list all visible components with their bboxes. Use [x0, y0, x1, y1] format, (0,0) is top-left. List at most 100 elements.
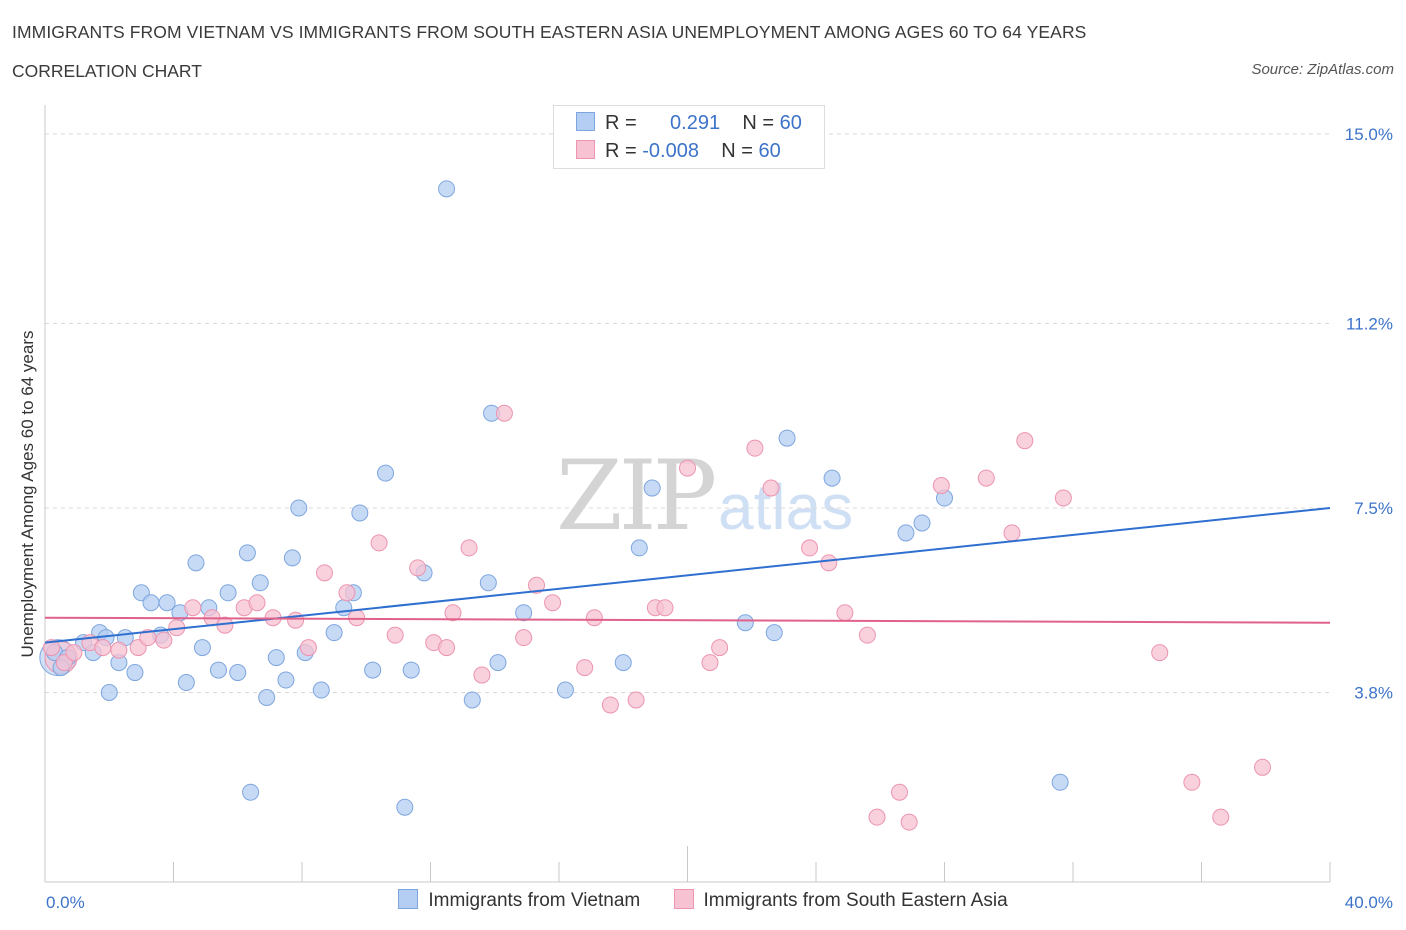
- sea-point: [42, 639, 60, 657]
- sea-point: [1016, 432, 1034, 450]
- sea-point: [528, 576, 546, 594]
- axes: [44, 105, 1331, 883]
- chart-title: IMMIGRANTS FROM VIETNAM VS IMMIGRANTS FR…: [12, 22, 1087, 42]
- vietnam-point: [463, 691, 481, 709]
- vietnam-point: [242, 783, 260, 801]
- vietnam-point: [823, 469, 841, 487]
- vietnam-point: [396, 798, 414, 816]
- sea-point: [348, 609, 366, 627]
- vietnam-point: [312, 681, 330, 699]
- sea-point: [315, 564, 333, 582]
- sea-point: [820, 554, 838, 572]
- n-value: 60: [758, 140, 781, 162]
- vietnam-point: [100, 684, 118, 702]
- vietnam-point: [177, 674, 195, 692]
- vietnam-point: [325, 624, 343, 642]
- sea-point: [94, 639, 112, 657]
- sea-swatch: [576, 140, 595, 159]
- sea-point: [932, 477, 950, 495]
- vietnam-swatch: [576, 112, 595, 131]
- sea-point: [1003, 524, 1021, 542]
- x-tick-label-min: 0.0%: [46, 893, 85, 912]
- vietnam-point: [267, 649, 285, 667]
- vietnam-point: [283, 549, 301, 567]
- sea-point: [386, 626, 404, 644]
- vietnam-point: [489, 654, 507, 672]
- chart-legend: Immigrants from Vietnam Immigrants from …: [0, 889, 1406, 912]
- vietnam-point: [913, 514, 931, 532]
- sea-point: [977, 469, 995, 487]
- vietnam-point: [251, 574, 269, 592]
- source-label: Source: ZipAtlas.com: [1251, 61, 1394, 78]
- sea-point: [576, 659, 594, 677]
- r-value: 0.291: [670, 112, 721, 134]
- sea-point: [473, 666, 491, 684]
- n-label: N =: [742, 112, 775, 134]
- vietnam-point: [142, 594, 160, 612]
- r-label: R =: [605, 112, 637, 134]
- vietnam-point: [229, 664, 247, 682]
- sea-point: [858, 626, 876, 644]
- n-label: N =: [721, 140, 753, 162]
- vietnam-point: [364, 661, 382, 679]
- vietnam-point: [479, 574, 497, 592]
- sea-point: [1183, 773, 1201, 791]
- sea-point: [701, 654, 719, 672]
- sea-point: [891, 783, 909, 801]
- y-tick-label: 3.8%: [1354, 684, 1393, 703]
- sea-point: [762, 479, 780, 497]
- legend-label: Immigrants from South Eastern Asia: [703, 890, 1008, 911]
- y-tick-label: 15.0%: [1345, 125, 1393, 144]
- vietnam-point: [126, 664, 144, 682]
- legend-label: Immigrants from Vietnam: [428, 890, 641, 911]
- vietnam-point: [402, 661, 420, 679]
- sea-point: [155, 631, 173, 649]
- sea-point: [370, 534, 388, 552]
- stats-row-sea: R = -0.008 N = 60: [576, 140, 781, 168]
- vietnam-point: [219, 584, 237, 602]
- vietnam-point: [277, 671, 295, 689]
- sea-point: [656, 599, 674, 617]
- sea-point: [679, 459, 696, 477]
- sea-point: [544, 594, 562, 612]
- sea-point: [444, 604, 462, 622]
- legend-item-vietnam[interactable]: Immigrants from Vietnam: [398, 889, 640, 912]
- r-value: -0.008: [642, 140, 699, 162]
- vietnam-point: [1051, 773, 1069, 791]
- vietnam-point: [290, 499, 308, 517]
- sea-point: [900, 813, 918, 831]
- r-label: R =: [605, 140, 637, 162]
- legend-swatch-vietnam: [398, 889, 419, 909]
- sea-point: [1212, 808, 1230, 826]
- stats-row-vietnam: R = 0.291 N = 60: [576, 112, 802, 140]
- sea-point: [65, 644, 83, 662]
- sea-point: [299, 639, 317, 657]
- chart-subtitle: CORRELATION CHART: [12, 61, 202, 81]
- legend-item-sea[interactable]: Immigrants from South Eastern Asia: [673, 889, 1008, 912]
- vietnam-point: [765, 624, 783, 642]
- sea-point: [1254, 758, 1272, 776]
- legend-swatch-sea: [673, 889, 694, 909]
- vietnam-point: [556, 681, 574, 699]
- watermark-zip: ZIP: [556, 440, 717, 552]
- sea-point: [1151, 644, 1169, 662]
- sea-point: [836, 604, 854, 622]
- sea-point: [711, 639, 729, 657]
- vietnam-point: [351, 504, 369, 522]
- sea-point: [184, 599, 202, 617]
- trend-lines: [44, 507, 1331, 644]
- sea-point: [495, 404, 513, 422]
- sea-point: [460, 539, 478, 557]
- vietnam-point: [630, 539, 648, 557]
- vietnam-point: [515, 604, 533, 622]
- vietnam-point: [258, 688, 276, 706]
- vietnam-point: [209, 661, 227, 679]
- vietnam-point: [897, 524, 915, 542]
- sea-point: [248, 594, 266, 612]
- vietnam-point: [643, 479, 661, 497]
- sea-trend-line: [44, 616, 1331, 624]
- sea-point: [1054, 489, 1072, 507]
- sea-point: [601, 696, 619, 714]
- y-tick-label: 7.5%: [1354, 499, 1393, 518]
